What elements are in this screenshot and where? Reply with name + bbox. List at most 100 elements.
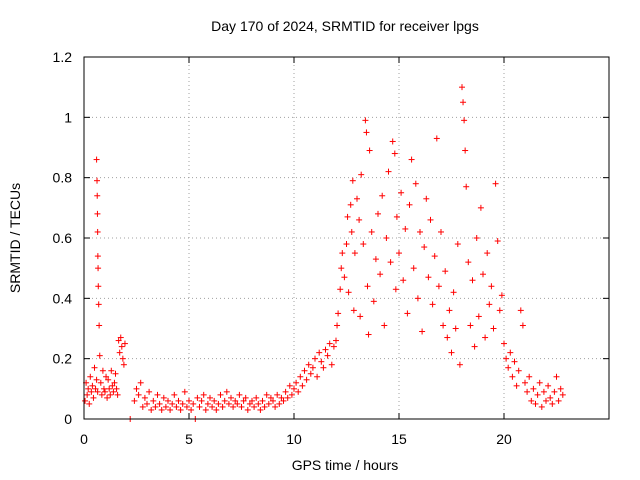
data-point-136 (314, 373, 321, 380)
data-point-120 (280, 397, 287, 404)
data-point-29 (103, 373, 110, 380)
data-point-153 (344, 213, 351, 220)
x-tick-label-0: 0 (80, 431, 88, 447)
data-point-251 (532, 400, 539, 407)
data-point-199 (427, 216, 434, 223)
data-point-41 (115, 337, 122, 344)
data-point-30 (104, 394, 111, 401)
data-point-104 (246, 400, 253, 407)
data-point-179 (387, 259, 394, 266)
data-point-147 (335, 310, 342, 317)
data-point-25 (98, 391, 105, 398)
data-point-257 (545, 382, 552, 389)
data-point-96 (230, 403, 237, 410)
data-point-110 (259, 397, 266, 404)
data-point-75 (186, 397, 192, 404)
data-point-211 (452, 325, 459, 332)
y-tick-label-2: 0.4 (53, 290, 73, 306)
data-point-39 (113, 385, 120, 392)
data-point-42 (116, 349, 123, 356)
data-point-8 (90, 394, 97, 401)
data-point-58 (150, 397, 157, 404)
y-tick-label-1: 0.2 (53, 351, 73, 367)
data-point-24 (97, 379, 104, 386)
data-point-6 (88, 388, 95, 395)
data-point-154 (345, 289, 352, 296)
data-point-132 (305, 361, 312, 368)
data-point-21 (95, 301, 102, 308)
data-point-112 (263, 391, 270, 398)
data-point-261 (553, 373, 560, 380)
data-point-173 (375, 210, 381, 217)
data-point-47 (121, 340, 128, 347)
data-point-93 (223, 388, 230, 395)
data-point-241 (511, 358, 518, 365)
data-point-51 (135, 391, 142, 398)
data-point-253 (536, 379, 543, 386)
data-point-237 (503, 355, 510, 362)
data-point-129 (299, 382, 306, 389)
data-point-5 (87, 373, 94, 380)
data-point-164 (360, 241, 367, 248)
data-point-205 (440, 322, 447, 329)
data-point-97 (232, 397, 239, 404)
data-point-208 (446, 307, 453, 314)
data-point-236 (501, 340, 507, 347)
data-point-35 (109, 382, 116, 389)
data-point-170 (368, 228, 375, 235)
data-point-144 (330, 343, 337, 350)
data-point-163 (358, 171, 365, 178)
data-point-217 (462, 147, 469, 154)
data-point-184 (396, 250, 402, 257)
data-point-244 (517, 307, 524, 314)
data-point-171 (370, 298, 377, 305)
data-point-246 (522, 379, 528, 386)
data-point-124 (288, 391, 295, 398)
data-point-123 (286, 382, 293, 389)
data-point-66 (167, 406, 174, 413)
data-point-247 (524, 388, 531, 395)
data-point-127 (295, 388, 302, 395)
data-point-216 (461, 117, 468, 124)
data-point-49 (131, 397, 138, 404)
data-point-150 (339, 250, 346, 257)
data-point-3 (85, 385, 92, 392)
data-point-166 (363, 129, 370, 136)
data-point-146 (334, 322, 341, 329)
data-point-69 (173, 403, 180, 410)
data-point-56 (146, 388, 153, 395)
data-point-114 (267, 394, 274, 401)
data-point-87 (211, 397, 218, 404)
data-point-161 (356, 216, 363, 223)
data-point-142 (326, 340, 333, 347)
data-point-13 (93, 156, 100, 163)
data-point-223 (473, 235, 480, 241)
data-point-27 (100, 385, 107, 392)
data-point-82 (200, 391, 207, 398)
data-point-64 (162, 403, 169, 410)
data-point-115 (270, 397, 276, 404)
y-tick-label-0: 0 (64, 411, 72, 427)
data-point-254 (538, 403, 545, 410)
data-point-222 (471, 343, 478, 350)
data-point-239 (507, 349, 514, 356)
data-point-43 (117, 334, 124, 341)
data-point-20 (95, 283, 102, 290)
data-point-192 (412, 180, 419, 187)
data-point-103 (244, 406, 251, 413)
data-point-45 (119, 355, 126, 362)
data-point-256 (543, 397, 549, 404)
data-point-174 (377, 271, 384, 278)
data-point-264 (559, 391, 566, 398)
data-point-145 (333, 337, 339, 344)
data-point-219 (465, 259, 472, 266)
data-point-215 (460, 99, 467, 106)
data-point-245 (519, 322, 526, 329)
data-point-157 (349, 177, 356, 184)
data-point-109 (257, 406, 264, 413)
data-point-84 (204, 400, 211, 407)
data-point-188 (404, 310, 411, 317)
data-point-238 (505, 364, 512, 371)
data-point-95 (228, 394, 234, 401)
